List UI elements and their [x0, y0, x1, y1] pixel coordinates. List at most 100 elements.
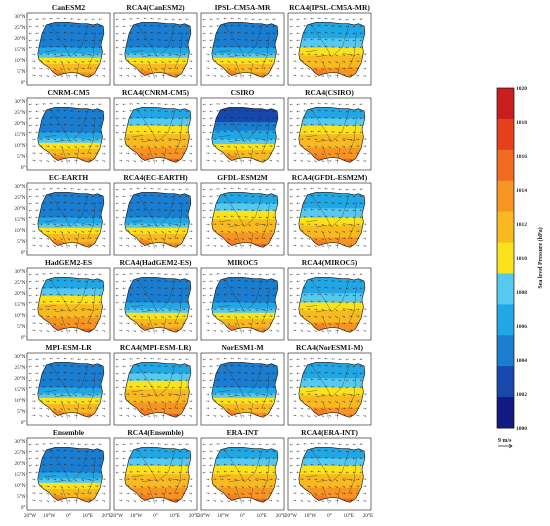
map-panel: RCA4(HadGEM2-ES): [113, 258, 198, 341]
country-border: [337, 317, 341, 334]
country-border: [331, 449, 350, 482]
lat-tick-label: 15°N: [14, 216, 25, 223]
panel-title: CSIRO: [231, 88, 255, 97]
country-border: [244, 449, 263, 482]
country-border: [131, 390, 144, 392]
country-border: [148, 487, 155, 504]
country-border: [250, 147, 254, 164]
wind-vectors: [115, 442, 193, 503]
country-border: [44, 135, 57, 137]
wind-vectors: [115, 272, 193, 333]
lat-tick-label: 25°N: [14, 24, 25, 31]
country-border: [235, 147, 242, 164]
lon-tick-label: 20°W: [285, 512, 297, 519]
country-border: [54, 395, 67, 397]
country-border: [255, 223, 269, 226]
country-border: [76, 317, 80, 334]
country-border: [131, 220, 144, 222]
country-border: [235, 232, 242, 249]
country-border: [244, 109, 263, 142]
wind-vectors: [28, 357, 106, 418]
coastline: [298, 22, 366, 78]
country-border: [218, 50, 231, 52]
country-border: [141, 480, 154, 482]
country-border: [136, 23, 158, 57]
country-border: [49, 23, 71, 57]
wind-vectors: [202, 102, 280, 163]
country-border: [342, 308, 356, 311]
country-border: [228, 225, 241, 227]
country-border: [342, 223, 356, 226]
lon-tick-label: 20°W: [24, 512, 36, 519]
country-border: [315, 140, 328, 142]
colorbar-segment: [497, 88, 514, 120]
lat-tick-label: 10°N: [14, 142, 25, 149]
colorbar-tick-label: 1020: [516, 86, 527, 92]
lat-tick-label: 25°N: [14, 449, 25, 456]
country-border: [342, 393, 356, 396]
country-border: [244, 279, 263, 312]
panel-title: EC-EARTH: [49, 173, 88, 182]
country-border: [223, 23, 245, 57]
map-panel: RCA4(NorESM1-M): [287, 343, 372, 426]
country-border: [305, 305, 318, 307]
country-border: [54, 310, 67, 312]
country-border: [235, 402, 242, 419]
country-border: [76, 147, 80, 164]
colorbar-segment: [497, 304, 514, 336]
country-border: [141, 55, 154, 57]
lat-tick-label: 0°: [21, 334, 26, 341]
country-border: [163, 402, 167, 419]
country-border: [342, 138, 356, 141]
country-border: [70, 279, 89, 312]
country-border: [49, 448, 71, 482]
country-border: [131, 305, 144, 307]
coastline: [298, 107, 366, 163]
country-border: [310, 23, 332, 57]
wind-vectors: [289, 357, 367, 418]
map-panel: RCA4(Ensemble) 20°W 10°W 0° 10°E 20°E: [111, 428, 199, 519]
colorbar-segment: [497, 366, 514, 398]
panel-title: RCA4(NorESM1-M): [296, 343, 364, 352]
lat-tick-label: 10°N: [14, 227, 25, 234]
country-border: [337, 62, 341, 79]
lat-tick-label: 30°N: [14, 183, 25, 190]
map-panel: RCA4(ERA-INT) 20°W 10°W 0° 10°E 20°E: [285, 428, 373, 519]
map-panel: RCA4(IPSL-CM5A-MR): [287, 3, 372, 86]
coastline: [298, 277, 366, 333]
country-border: [61, 147, 68, 164]
country-border: [163, 487, 167, 504]
lat-tick-label: 20°N: [14, 205, 25, 212]
country-border: [44, 390, 57, 392]
lat-tick-label: 15°N: [14, 471, 25, 478]
colorbar-tick-label: 1018: [516, 120, 527, 126]
lon-tick-label: 20°E: [102, 512, 112, 519]
lat-tick-label: 30°N: [14, 353, 25, 360]
map-panel: CNRM-CM5 30°N 25°N 20°N 15°N 10°N 5°N 0°: [14, 88, 111, 171]
country-border: [76, 232, 80, 249]
panel-title: RCA4(EC-EARTH): [123, 173, 188, 182]
country-border: [148, 402, 155, 419]
lat-tick-label: 20°N: [14, 290, 25, 297]
map-panel: RCA4(CSIRO): [287, 88, 372, 171]
panel-title: RCA4(CSIRO): [305, 88, 354, 97]
country-border: [168, 53, 182, 56]
colorbar-tick-label: 1002: [516, 392, 527, 398]
country-border: [331, 279, 350, 312]
lat-tick-label: 25°N: [14, 194, 25, 201]
colorbar-segment: [497, 118, 514, 151]
country-border: [322, 487, 329, 504]
wind-vectors: [115, 102, 193, 163]
lat-tick-label: 20°N: [14, 120, 25, 127]
colorbar-tick-label: 1010: [516, 256, 527, 262]
colorbar-tick-label: 1006: [516, 324, 527, 330]
lat-tick-label: 30°N: [14, 438, 25, 445]
coastline: [211, 362, 279, 418]
country-border: [244, 194, 263, 227]
wind-vectors: [202, 357, 280, 418]
coastline: [124, 22, 192, 78]
reference-vector-label: 9 m/s: [498, 438, 512, 444]
country-border: [76, 487, 80, 504]
